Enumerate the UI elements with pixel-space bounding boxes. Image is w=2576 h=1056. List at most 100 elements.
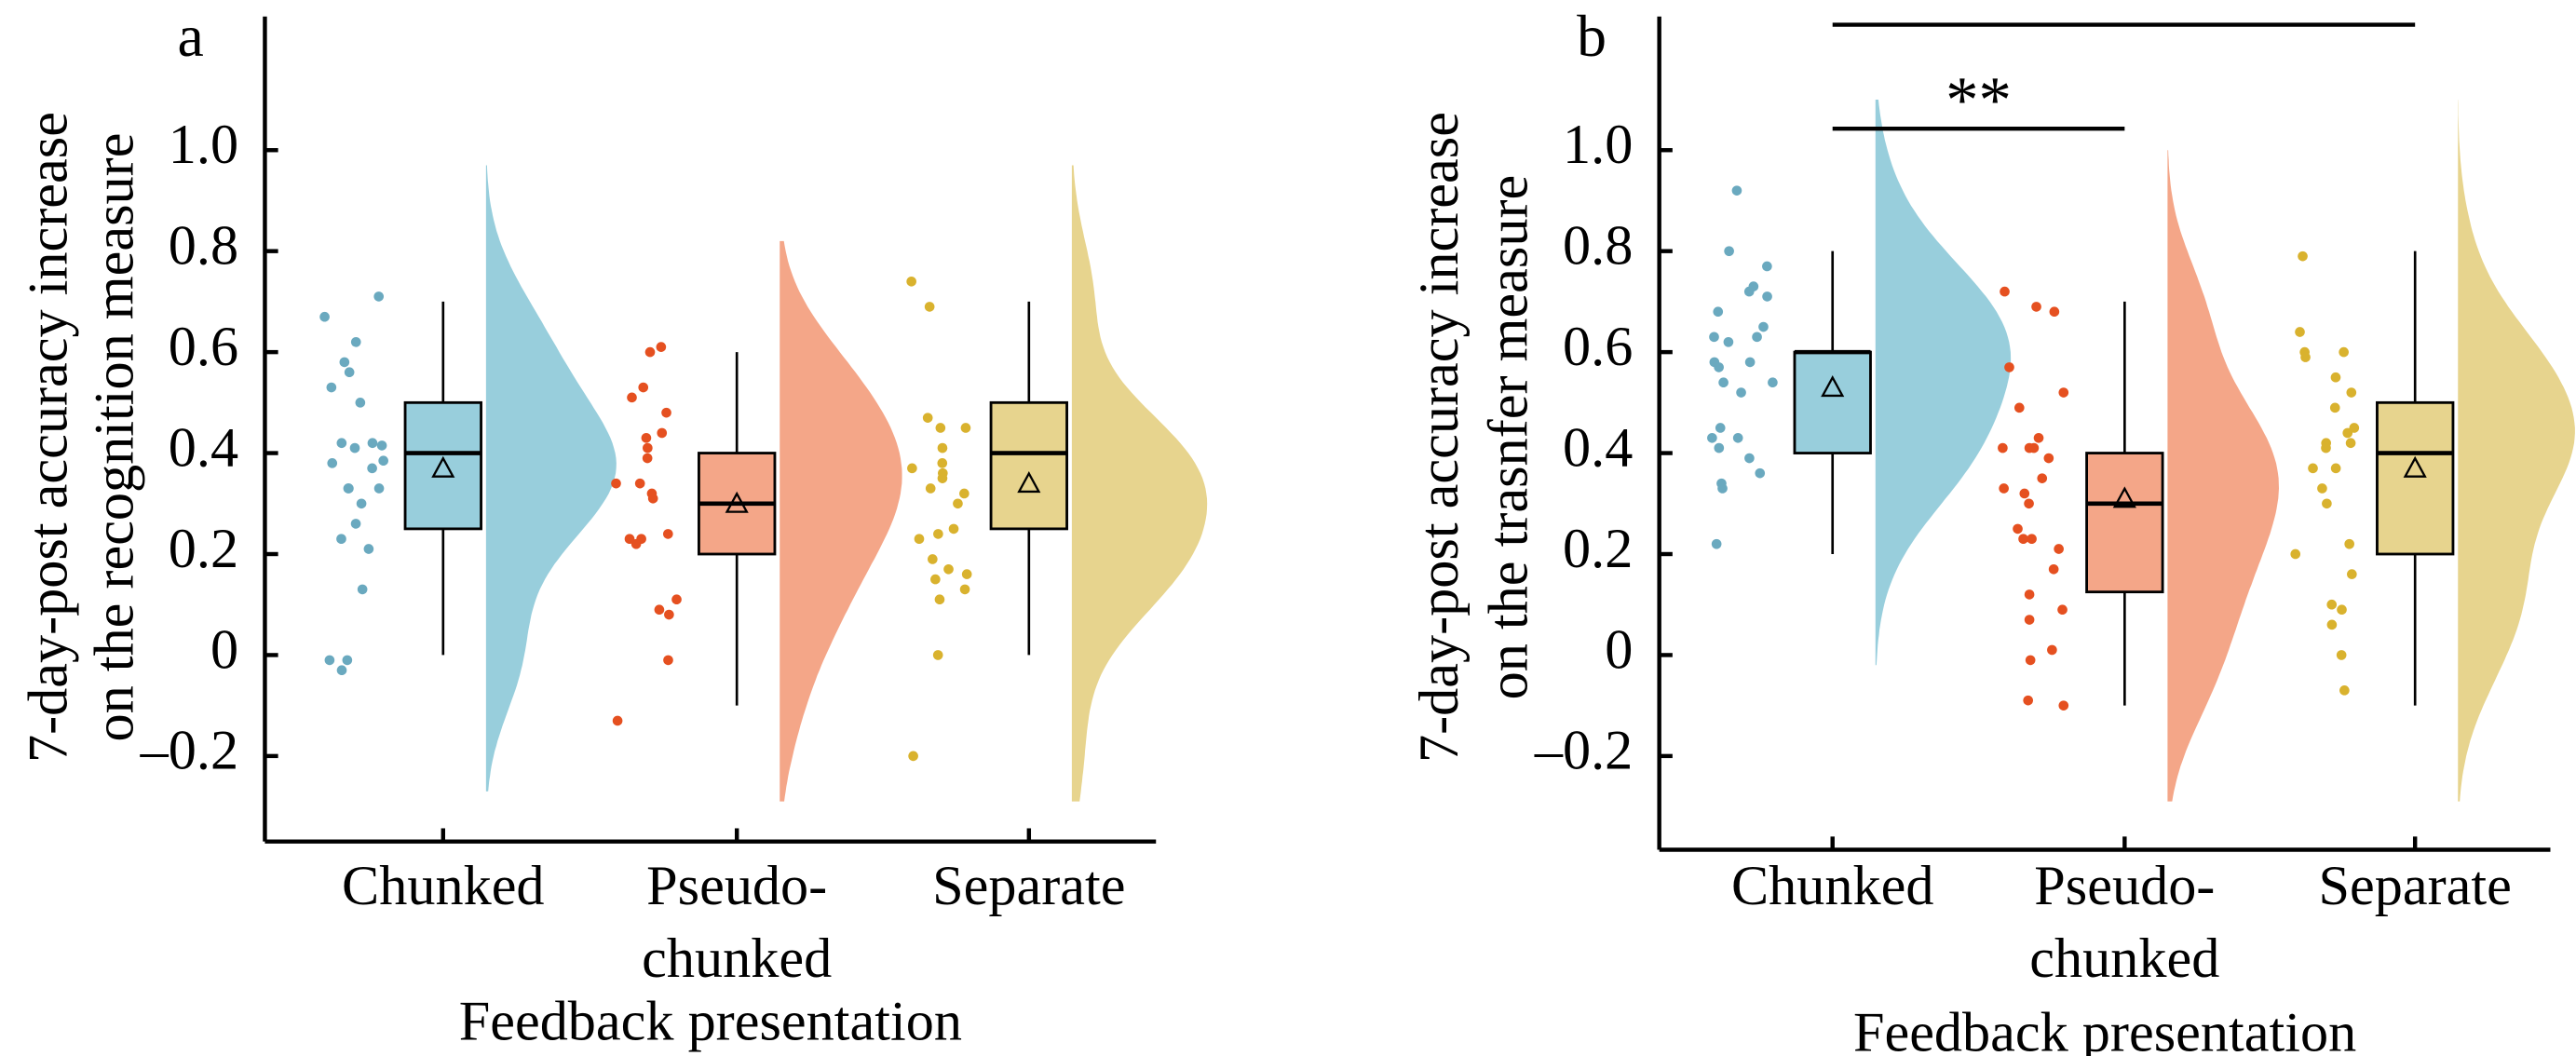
data-point xyxy=(336,438,347,449)
density-half-violin xyxy=(485,165,617,792)
mean-triangle-marker xyxy=(2403,455,2427,478)
data-point xyxy=(959,488,969,499)
x-tick-label: Pseudo- xyxy=(646,855,827,917)
data-point xyxy=(2049,306,2060,318)
data-point xyxy=(378,455,388,467)
y-tick-label: 0.6 xyxy=(1563,316,1633,378)
data-point xyxy=(662,529,673,539)
data-point xyxy=(908,751,918,762)
data-point xyxy=(376,440,387,451)
mean-triangle-marker xyxy=(1821,375,1845,398)
data-point xyxy=(2058,387,2069,398)
data-point xyxy=(906,276,916,287)
data-point xyxy=(2329,402,2340,413)
data-point xyxy=(2342,427,2353,439)
data-point xyxy=(319,311,330,322)
y-axis-label-line2: on the trasnfer measure xyxy=(1478,175,1540,700)
data-point xyxy=(356,498,367,509)
data-point xyxy=(2344,538,2354,549)
box xyxy=(2376,400,2455,556)
data-point xyxy=(2013,402,2025,413)
data-point xyxy=(1752,332,1762,343)
data-point xyxy=(2347,569,2357,579)
data-point xyxy=(933,529,943,539)
data-point xyxy=(2308,463,2318,474)
data-point xyxy=(327,458,338,468)
data-point xyxy=(1732,432,1743,443)
x-tick-label: Chunked xyxy=(342,855,544,917)
panel-b: b 7-day-post accuracy increase on the tras… xyxy=(1408,0,2575,1056)
data-point xyxy=(2013,523,2023,535)
group-pseudochunked xyxy=(1998,150,2280,802)
data-point xyxy=(612,715,623,726)
data-point xyxy=(357,584,368,595)
data-point xyxy=(2037,473,2048,483)
data-point xyxy=(2000,286,2010,297)
data-point xyxy=(657,427,668,439)
data-point xyxy=(2048,563,2059,575)
data-point xyxy=(907,463,917,474)
y-axis-label-line1: 7-day-post accuracy increase xyxy=(17,112,79,763)
data-point xyxy=(2326,619,2338,630)
data-point xyxy=(2336,650,2347,660)
data-point xyxy=(324,655,335,666)
data-point xyxy=(647,493,658,504)
data-point xyxy=(1723,336,1734,347)
data-point xyxy=(1768,377,1778,388)
data-point xyxy=(937,458,948,468)
data-point xyxy=(2057,604,2068,616)
data-point xyxy=(636,534,646,545)
data-point xyxy=(624,534,635,545)
group-chunked xyxy=(319,165,617,792)
data-point xyxy=(2024,589,2035,600)
y-tick-label: 0.4 xyxy=(169,416,238,479)
data-point xyxy=(2339,346,2349,358)
significance-label: ** xyxy=(1946,64,2012,137)
mean-triangle-marker xyxy=(431,455,455,478)
data-point xyxy=(2346,387,2357,398)
data-point xyxy=(1711,538,1722,549)
data-point xyxy=(2322,498,2332,509)
y-tick-label: 0.4 xyxy=(1563,416,1633,479)
data-point xyxy=(634,478,645,489)
data-point xyxy=(642,453,653,464)
data-point xyxy=(2019,488,2030,499)
density-half-violin xyxy=(2167,150,2280,802)
data-point xyxy=(1998,442,2008,454)
data-point xyxy=(643,442,653,454)
data-point xyxy=(363,544,374,554)
group-separate xyxy=(906,165,1208,802)
data-point xyxy=(925,483,936,494)
data-point xyxy=(1748,281,1759,291)
data-point xyxy=(934,594,945,605)
data-point xyxy=(935,423,946,433)
data-point xyxy=(343,483,354,494)
data-point xyxy=(638,382,649,393)
x-tick-label: Separate xyxy=(932,855,1125,917)
data-point xyxy=(641,432,652,443)
x-axis-label: Feedback presentation xyxy=(1853,1002,2356,1056)
data-point xyxy=(943,563,954,575)
data-point xyxy=(930,574,941,585)
y-tick-label: 1.0 xyxy=(1563,114,1633,176)
x-tick-label: Pseudo- xyxy=(2034,855,2215,917)
data-point xyxy=(2027,534,2037,545)
x-axis-label: Feedback presentation xyxy=(459,990,962,1052)
group-chunked xyxy=(1707,100,2012,666)
y-tick-label: 0.8 xyxy=(1563,215,1633,278)
panel-label: a xyxy=(178,3,204,69)
data-point xyxy=(1999,483,2009,494)
y-tick-label: 0.6 xyxy=(169,316,238,378)
data-point xyxy=(2317,483,2327,494)
data-point xyxy=(1755,467,1766,479)
y-tick-label: –0.2 xyxy=(140,720,238,782)
y-tick-label: 1.0 xyxy=(169,114,238,176)
data-point xyxy=(2033,432,2044,443)
density-half-violin xyxy=(1071,165,1208,802)
y-tick-label: –0.2 xyxy=(1534,720,1633,782)
density-half-violin xyxy=(780,240,902,802)
x-tick-label: chunked xyxy=(2029,927,2219,990)
data-point xyxy=(2025,655,2036,666)
significance-label: * xyxy=(2108,0,2140,33)
y-axis-label-line2: on the recognition measure xyxy=(83,133,145,742)
